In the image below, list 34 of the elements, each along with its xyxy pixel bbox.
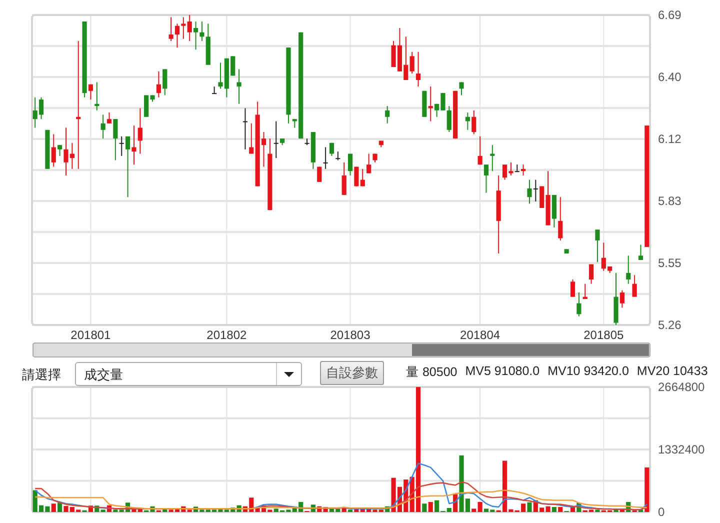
y-tick-label: 2664800	[658, 380, 706, 394]
bar	[162, 509, 168, 512]
text: 自設參數	[320, 361, 384, 385]
y-tick-label: 6.69	[658, 8, 682, 22]
x-tick-label: 201801	[70, 328, 112, 342]
bar	[472, 508, 476, 512]
text: 量 80500	[406, 364, 458, 381]
y-tick-label: 5.55	[658, 256, 682, 270]
text: MV5 91080.0	[465, 364, 540, 378]
x-tick-label: 201802	[206, 328, 248, 342]
bar	[422, 504, 427, 512]
line-series	[34, 490, 648, 510]
bar	[51, 504, 56, 512]
bar	[428, 502, 433, 512]
y-tick-label: 1332400	[658, 442, 706, 456]
y-tick-label: 6.40	[658, 70, 682, 84]
bar	[478, 502, 482, 512]
bar	[558, 506, 563, 512]
y-tick-label: 5.26	[658, 318, 682, 332]
y-tick-label: 6.12	[658, 132, 682, 146]
x-tick-label: 201803	[330, 328, 371, 342]
text: MV20 10433	[636, 364, 708, 378]
text: MV10 93420.0	[548, 364, 629, 378]
bar	[552, 506, 557, 512]
bar	[644, 467, 650, 512]
x-tick-label: 201804	[460, 328, 500, 342]
bar	[58, 502, 62, 512]
text: 請選擇	[22, 366, 61, 384]
text: 成交量	[84, 366, 123, 384]
bar	[527, 502, 532, 512]
y-tick-label: 0	[658, 505, 665, 519]
y-tick-label: 5.83	[658, 194, 682, 208]
x-tick-label: 201805	[584, 328, 624, 342]
bar	[570, 506, 576, 512]
